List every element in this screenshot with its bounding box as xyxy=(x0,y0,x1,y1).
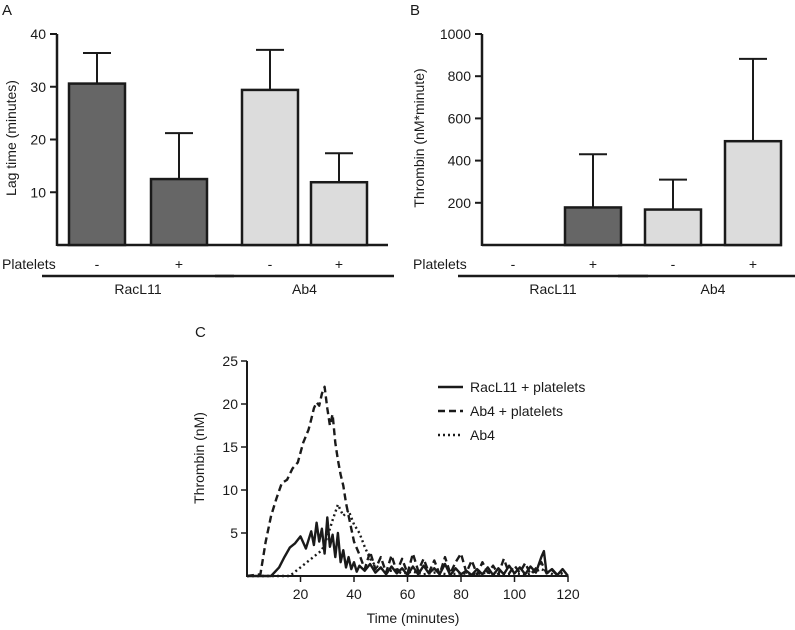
a-y-tick-label: 10 xyxy=(30,184,46,200)
a-group-label: Ab4 xyxy=(292,281,317,297)
b-y-tick-label: 600 xyxy=(448,110,472,126)
panel-b-letter: B xyxy=(410,2,420,19)
b-bar xyxy=(723,139,783,247)
panel-c-letter: C xyxy=(195,324,206,341)
panel-b-labels: - + - + Platelets RacL11 Ab4 xyxy=(413,256,795,297)
c-x-tick-label: 80 xyxy=(453,586,469,602)
panel-c-ylabel: Thrombin (nM) xyxy=(191,412,207,504)
c-y-tick-label: 20 xyxy=(222,396,238,412)
a-y-tick-label: 30 xyxy=(30,79,46,95)
b-row-label: Platelets xyxy=(413,256,467,272)
b-platelets-sign: - xyxy=(671,256,676,272)
panel-c: C Thrombin (nM) Time (minutes) 5 10 15 20 25… xyxy=(191,324,585,626)
panel-b: B Thrombin (nM*minute) 2004006008001000 … xyxy=(410,2,795,297)
a-y-tick-label: 20 xyxy=(30,132,46,148)
b-bar xyxy=(563,206,623,247)
panel-a-ylabel: Lag time (minutes) xyxy=(3,80,19,196)
panel-a-bars xyxy=(67,48,369,247)
b-y-tick-label: 400 xyxy=(448,153,472,169)
c-x-tick-label: 60 xyxy=(400,586,416,602)
b-group-label: Ab4 xyxy=(701,281,726,297)
a-row-label: Platelets xyxy=(2,256,56,272)
a-platelets-sign: + xyxy=(175,256,183,272)
b-platelets-sign: + xyxy=(749,256,757,272)
a-platelets-sign: - xyxy=(95,256,100,272)
b-group-label: RacL11 xyxy=(529,281,576,297)
b-y-tick-label: 200 xyxy=(448,195,472,211)
a-platelets-sign: + xyxy=(335,256,343,272)
c-series-line-3 xyxy=(247,503,569,578)
a-bar xyxy=(309,180,369,247)
b-y-tick-label: 1000 xyxy=(440,26,471,42)
c-x-tick-label: 20 xyxy=(293,586,309,602)
a-bar xyxy=(67,82,127,247)
c-y-tick-label: 5 xyxy=(230,525,238,541)
c-y-tick-label: 25 xyxy=(222,353,238,369)
panel-b-ylabel: Thrombin (nM*minute) xyxy=(411,68,427,207)
c-legend-label: Ab4 xyxy=(470,427,495,443)
b-platelets-sign: - xyxy=(511,256,516,272)
c-y-tick-label: 15 xyxy=(222,439,238,455)
b-bar xyxy=(643,208,703,247)
a-platelets-sign: - xyxy=(268,256,273,272)
a-bar xyxy=(240,88,300,247)
a-y-tick-label: 40 xyxy=(30,26,46,42)
b-y-tick-label: 800 xyxy=(448,68,472,84)
c-x-tick-label: 40 xyxy=(346,586,362,602)
c-legend-label: RacL11 + platelets xyxy=(470,379,585,395)
panel-a: A Lag time (minutes) 10 20 30 40 - + - + Platel… xyxy=(2,2,394,297)
panel-c-xlabel: Time (minutes) xyxy=(367,610,460,626)
c-series-line-1 xyxy=(247,516,569,578)
a-bar xyxy=(149,177,209,247)
panel-c-legend: RacL11 + platelets Ab4 + platelets Ab4 xyxy=(438,379,585,443)
c-y-tick-label: 10 xyxy=(222,482,238,498)
panel-b-bars xyxy=(563,57,783,247)
panel-a-letter: A xyxy=(2,2,12,19)
b-platelets-sign: + xyxy=(589,256,597,272)
a-group-label: RacL11 xyxy=(114,281,161,297)
c-x-tick-label: 120 xyxy=(556,586,580,602)
panel-c-lines xyxy=(246,385,569,578)
panel-a-labels: - + - + Platelets RacL11 Ab4 xyxy=(2,256,394,297)
c-legend-label: Ab4 + platelets xyxy=(470,403,563,419)
c-x-tick-label: 100 xyxy=(503,586,527,602)
